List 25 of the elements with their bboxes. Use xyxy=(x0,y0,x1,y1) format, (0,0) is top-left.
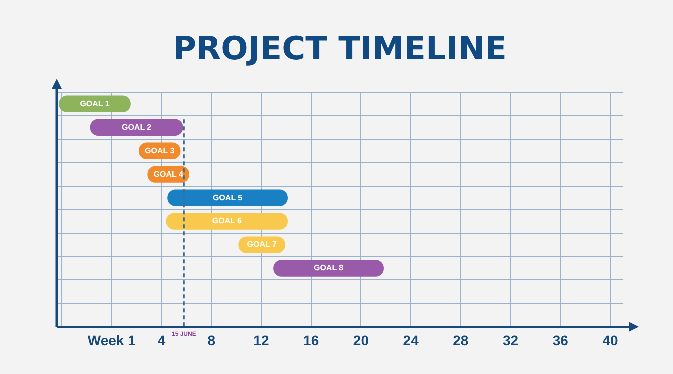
x-tick-label: 12 xyxy=(254,332,270,348)
bar xyxy=(274,260,384,277)
x-tick-label: Week 1 xyxy=(88,332,136,348)
chart-title: PROJECT TIMELINE xyxy=(173,30,507,68)
y-tick-label: GOAL 4 xyxy=(154,170,184,179)
y-tick-label: GOAL 1 xyxy=(80,99,110,108)
y-tick-label: GOAL 6 xyxy=(212,216,243,226)
y-tick-label: GOAL 2 xyxy=(122,122,152,132)
x-tick-label: 16 xyxy=(304,332,320,348)
x-tick-label: 32 xyxy=(503,332,519,348)
y-tick-label: GOAL 3 xyxy=(145,146,176,156)
bar xyxy=(90,119,184,136)
y-tick-label: GOAL 5 xyxy=(212,193,244,202)
x-tick-label: 40 xyxy=(602,332,619,348)
bar xyxy=(168,190,288,206)
x-tick-label: 24 xyxy=(403,332,420,348)
y-tick-label: GOAL 7 xyxy=(247,240,278,250)
y-tick-label: GOAL 8 xyxy=(314,264,344,273)
x-tick-label: 28 xyxy=(453,332,469,348)
x-tick-label: 36 xyxy=(552,332,569,348)
bar xyxy=(166,213,288,230)
x-tick-label: 4 xyxy=(158,332,166,348)
x-tick-label: 20 xyxy=(353,332,370,348)
x-tick-label: 8 xyxy=(208,332,216,348)
bar xyxy=(59,96,131,112)
